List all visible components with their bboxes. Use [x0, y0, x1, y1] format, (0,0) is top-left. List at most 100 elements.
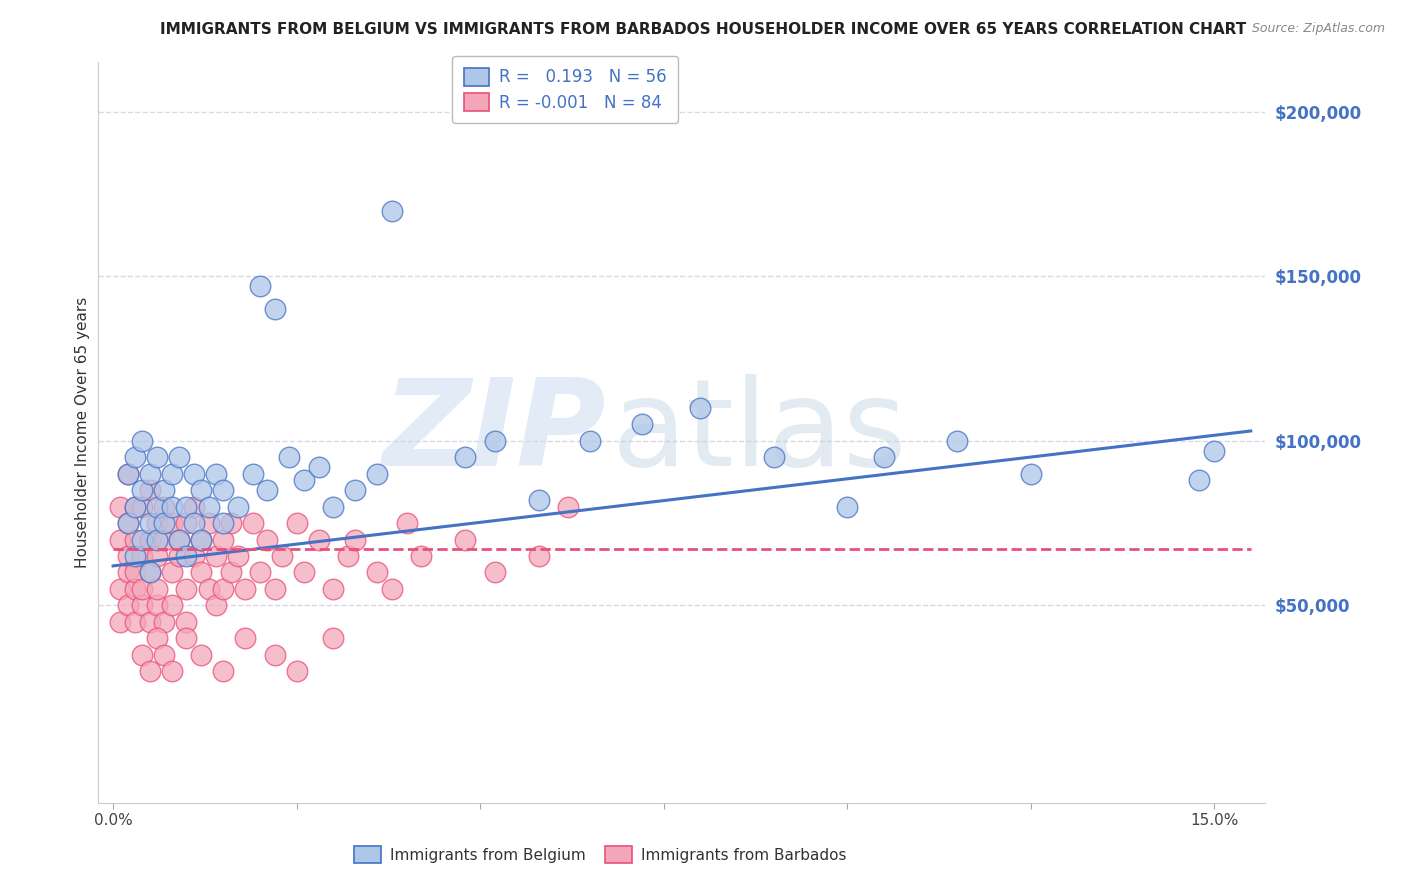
Point — [117, 467, 139, 481]
Point — [176, 549, 198, 563]
Point — [139, 533, 162, 547]
Legend: Immigrants from Belgium, Immigrants from Barbados: Immigrants from Belgium, Immigrants from… — [347, 840, 853, 869]
Point — [146, 599, 169, 613]
Point — [131, 483, 153, 498]
Point — [124, 549, 146, 563]
Point — [124, 615, 146, 629]
Point — [146, 549, 169, 563]
Point — [131, 648, 153, 662]
Point — [344, 533, 367, 547]
Point — [233, 582, 256, 596]
Point — [124, 450, 146, 465]
Point — [167, 450, 190, 465]
Point — [124, 533, 146, 547]
Point — [146, 450, 169, 465]
Point — [411, 549, 433, 563]
Point — [197, 516, 219, 530]
Point — [131, 582, 153, 596]
Point — [139, 664, 162, 678]
Point — [190, 648, 212, 662]
Point — [873, 450, 896, 465]
Point — [153, 615, 176, 629]
Point — [117, 516, 139, 530]
Point — [212, 483, 235, 498]
Point — [117, 516, 139, 530]
Point — [1019, 467, 1042, 481]
Point — [212, 664, 235, 678]
Point — [190, 483, 212, 498]
Point — [190, 566, 212, 580]
Point — [153, 533, 176, 547]
Point — [117, 467, 139, 481]
Point — [160, 500, 183, 514]
Point — [263, 582, 285, 596]
Point — [131, 434, 153, 448]
Point — [131, 500, 153, 514]
Point — [381, 582, 404, 596]
Point — [249, 566, 271, 580]
Point — [395, 516, 418, 530]
Point — [139, 615, 162, 629]
Text: ZIP: ZIP — [382, 374, 606, 491]
Point — [689, 401, 711, 415]
Point — [579, 434, 602, 448]
Text: IMMIGRANTS FROM BELGIUM VS IMMIGRANTS FROM BARBADOS HOUSEHOLDER INCOME OVER 65 Y: IMMIGRANTS FROM BELGIUM VS IMMIGRANTS FR… — [160, 22, 1246, 37]
Point — [176, 582, 198, 596]
Point — [146, 632, 169, 646]
Point — [139, 566, 162, 580]
Point — [110, 582, 132, 596]
Point — [454, 450, 477, 465]
Point — [160, 664, 183, 678]
Point — [139, 516, 162, 530]
Point — [946, 434, 969, 448]
Point — [1188, 473, 1211, 487]
Point — [219, 516, 242, 530]
Point — [117, 549, 139, 563]
Y-axis label: Householder Income Over 65 years: Householder Income Over 65 years — [75, 297, 90, 568]
Point — [322, 500, 344, 514]
Point — [167, 549, 190, 563]
Point — [527, 549, 550, 563]
Point — [278, 450, 301, 465]
Point — [226, 549, 249, 563]
Point — [197, 500, 219, 514]
Point — [176, 500, 198, 514]
Text: atlas: atlas — [612, 374, 907, 491]
Point — [256, 533, 278, 547]
Point — [292, 566, 315, 580]
Point — [308, 533, 330, 547]
Point — [366, 566, 388, 580]
Point — [176, 516, 198, 530]
Point — [167, 533, 190, 547]
Point — [366, 467, 388, 481]
Point — [190, 533, 212, 547]
Point — [124, 582, 146, 596]
Point — [322, 632, 344, 646]
Point — [263, 302, 285, 317]
Point — [146, 533, 169, 547]
Point — [183, 500, 205, 514]
Point — [484, 566, 506, 580]
Point — [183, 467, 205, 481]
Point — [131, 599, 153, 613]
Point — [124, 566, 146, 580]
Point — [322, 582, 344, 596]
Point — [160, 566, 183, 580]
Point — [110, 500, 132, 514]
Point — [249, 279, 271, 293]
Point — [212, 533, 235, 547]
Point — [336, 549, 359, 563]
Point — [167, 533, 190, 547]
Point — [285, 664, 308, 678]
Point — [219, 566, 242, 580]
Point — [205, 467, 228, 481]
Point — [212, 582, 235, 596]
Point — [131, 533, 153, 547]
Point — [233, 632, 256, 646]
Point — [160, 516, 183, 530]
Point — [226, 500, 249, 514]
Point — [344, 483, 367, 498]
Point — [124, 500, 146, 514]
Point — [630, 417, 652, 432]
Point — [146, 500, 169, 514]
